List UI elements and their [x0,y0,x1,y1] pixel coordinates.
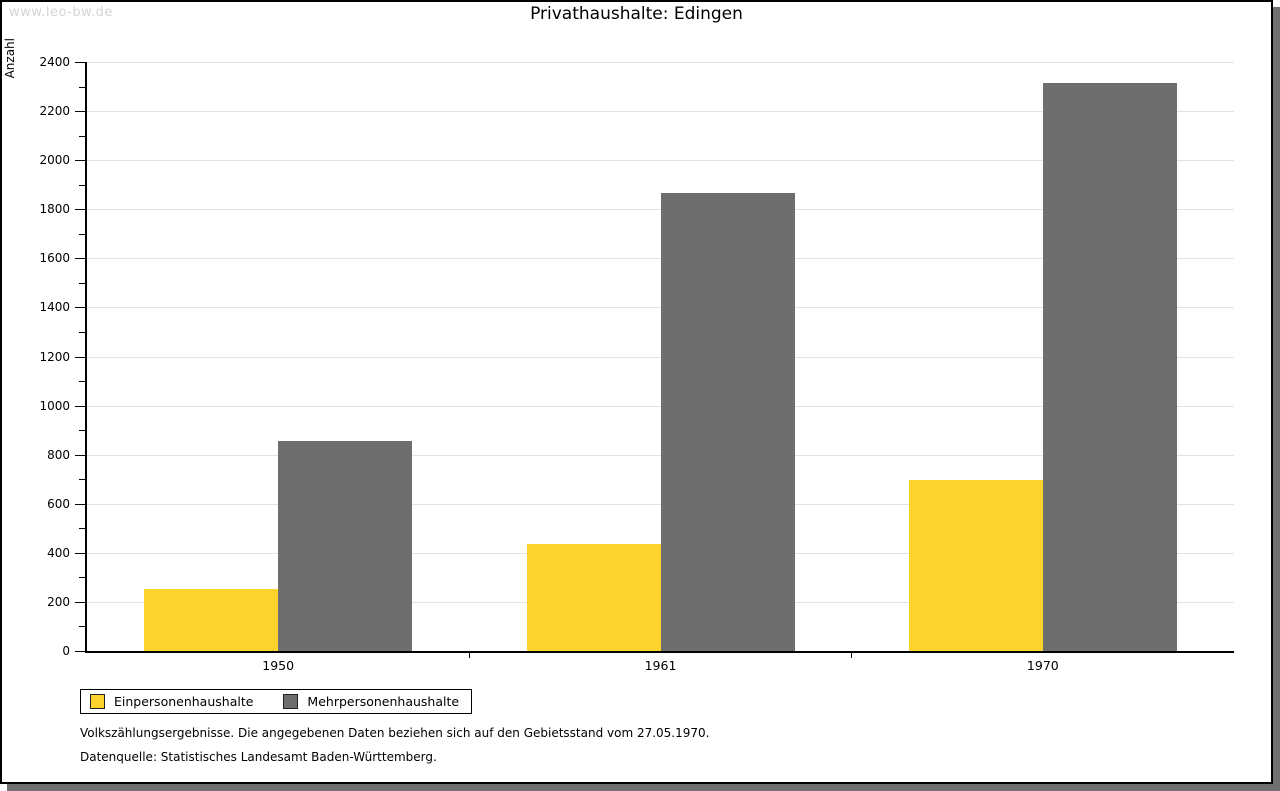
y-major-tick [75,454,85,456]
y-axis-line [85,62,87,653]
y-major-tick [75,209,85,211]
y-minor-tick [79,184,85,186]
legend: Einpersonenhaushalte Mehrpersonenhaushal… [80,689,473,714]
y-tick-label: 600 [47,496,70,511]
y-minor-tick [79,282,85,284]
y-tick-label: 1800 [39,202,70,217]
y-major-tick [75,111,85,113]
chart-title: Privathaushalte: Edingen [530,4,743,24]
y-major-tick [75,62,85,63]
y-tick-label: 2200 [39,104,70,119]
y-major-tick [75,651,85,652]
x-category-label: 1970 [1026,658,1059,673]
y-major-tick [75,503,85,505]
y-major-tick [75,552,85,554]
bar-mehrpersonenhaushalte-1961 [660,193,795,651]
x-boundary-tick [468,653,470,658]
y-minor-tick [79,331,85,333]
bar-einpersonenhaushalte-1961 [526,543,661,651]
y-minor-tick [79,626,85,628]
legend-item-mehrpersonenhaushalte: Mehrpersonenhaushalte [283,694,459,709]
plot-area: 0 200 400 600 800 1000 1200 1400 1600 1800 2000 220… [39,55,1234,673]
y-major-tick [75,601,85,603]
y-minor-tick [79,479,85,481]
y-tick-label: 400 [47,545,70,560]
y-minor-tick [79,233,85,235]
gridline [87,111,1234,113]
y-minor-tick [79,381,85,383]
gridline [87,62,1234,63]
y-minor-tick [79,430,85,432]
y-tick-label: 1600 [39,251,70,266]
watermark: www.leo-bw.de [9,5,113,20]
y-minor-tick [79,86,85,88]
y-tick-label: 1000 [39,398,70,413]
y-tick-label: 2400 [39,55,70,69]
x-category-label: 1950 [262,658,295,673]
y-major-tick [75,160,85,162]
footnote-line1: Volkszählungsergebnisse. Die angegebenen… [80,726,710,740]
y-major-tick [75,307,85,309]
y-tick-label: 2000 [39,153,70,168]
bar-einpersonenhaushalte-1950 [144,589,279,651]
y-tick-label: 1400 [39,300,70,315]
x-axis-line [85,651,1234,653]
y-tick-label: 800 [47,447,70,462]
y-major-tick [75,356,85,358]
y-minor-tick [79,577,85,579]
bar-mehrpersonenhaushalte-1950 [278,441,413,651]
y-major-tick [75,405,85,407]
y-tick-label: 1200 [39,349,70,364]
y-minor-tick [79,135,85,137]
legend-swatch-mehrpersonenhaushalte [283,694,299,709]
bar-mehrpersonenhaushalte-1970 [1042,82,1177,651]
bar-einpersonenhaushalte-1970 [908,480,1043,651]
y-tick-label: 200 [47,594,70,609]
x-boundary-tick [851,653,853,658]
gridline [87,160,1234,162]
y-major-tick [75,258,85,260]
legend-item-einpersonenhaushalte: Einpersonenhaushalte [90,694,253,709]
legend-label: Mehrpersonenhaushalte [307,694,460,709]
y-tick-label: 0 [62,644,70,658]
y-minor-tick [79,528,85,530]
footnote-line2: Datenquelle: Statistisches Landesamt Bad… [80,750,437,764]
legend-label: Einpersonenhaushalte [114,694,254,709]
x-category-label: 1961 [644,658,677,673]
legend-swatch-einpersonenhaushalte [90,694,105,709]
